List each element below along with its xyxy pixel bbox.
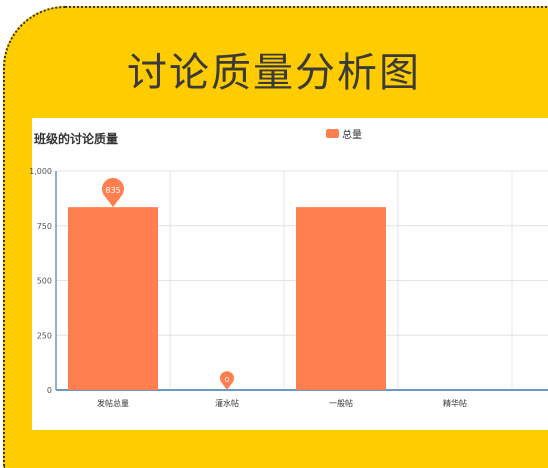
marker-pin xyxy=(102,177,124,208)
x-tick-label: 精华帖 xyxy=(443,398,467,408)
marker-label: 835 xyxy=(105,186,120,195)
y-tick-label: 0 xyxy=(47,386,52,395)
bar xyxy=(68,207,158,390)
page-heading: 讨论质量分析图 xyxy=(127,50,421,96)
marker-pin xyxy=(220,371,235,390)
bar xyxy=(296,207,386,390)
marker-label: 0 xyxy=(225,376,229,384)
chart-legend[interactable]: 总量 xyxy=(326,126,362,141)
legend-label: 总量 xyxy=(342,130,362,141)
legend-swatch xyxy=(326,129,339,138)
y-tick-label: 500 xyxy=(37,277,52,286)
x-tick-label: 灌水帖 xyxy=(215,398,239,408)
y-tick-label: 750 xyxy=(37,222,52,231)
chart-title: 班级的讨论质量 xyxy=(34,132,119,146)
x-tick-label: 发帖总量 xyxy=(97,398,129,408)
y-tick-label: 250 xyxy=(37,331,52,340)
y-tick-label: 1,000 xyxy=(29,167,52,176)
x-tick-label: 一般帖 xyxy=(329,398,353,408)
